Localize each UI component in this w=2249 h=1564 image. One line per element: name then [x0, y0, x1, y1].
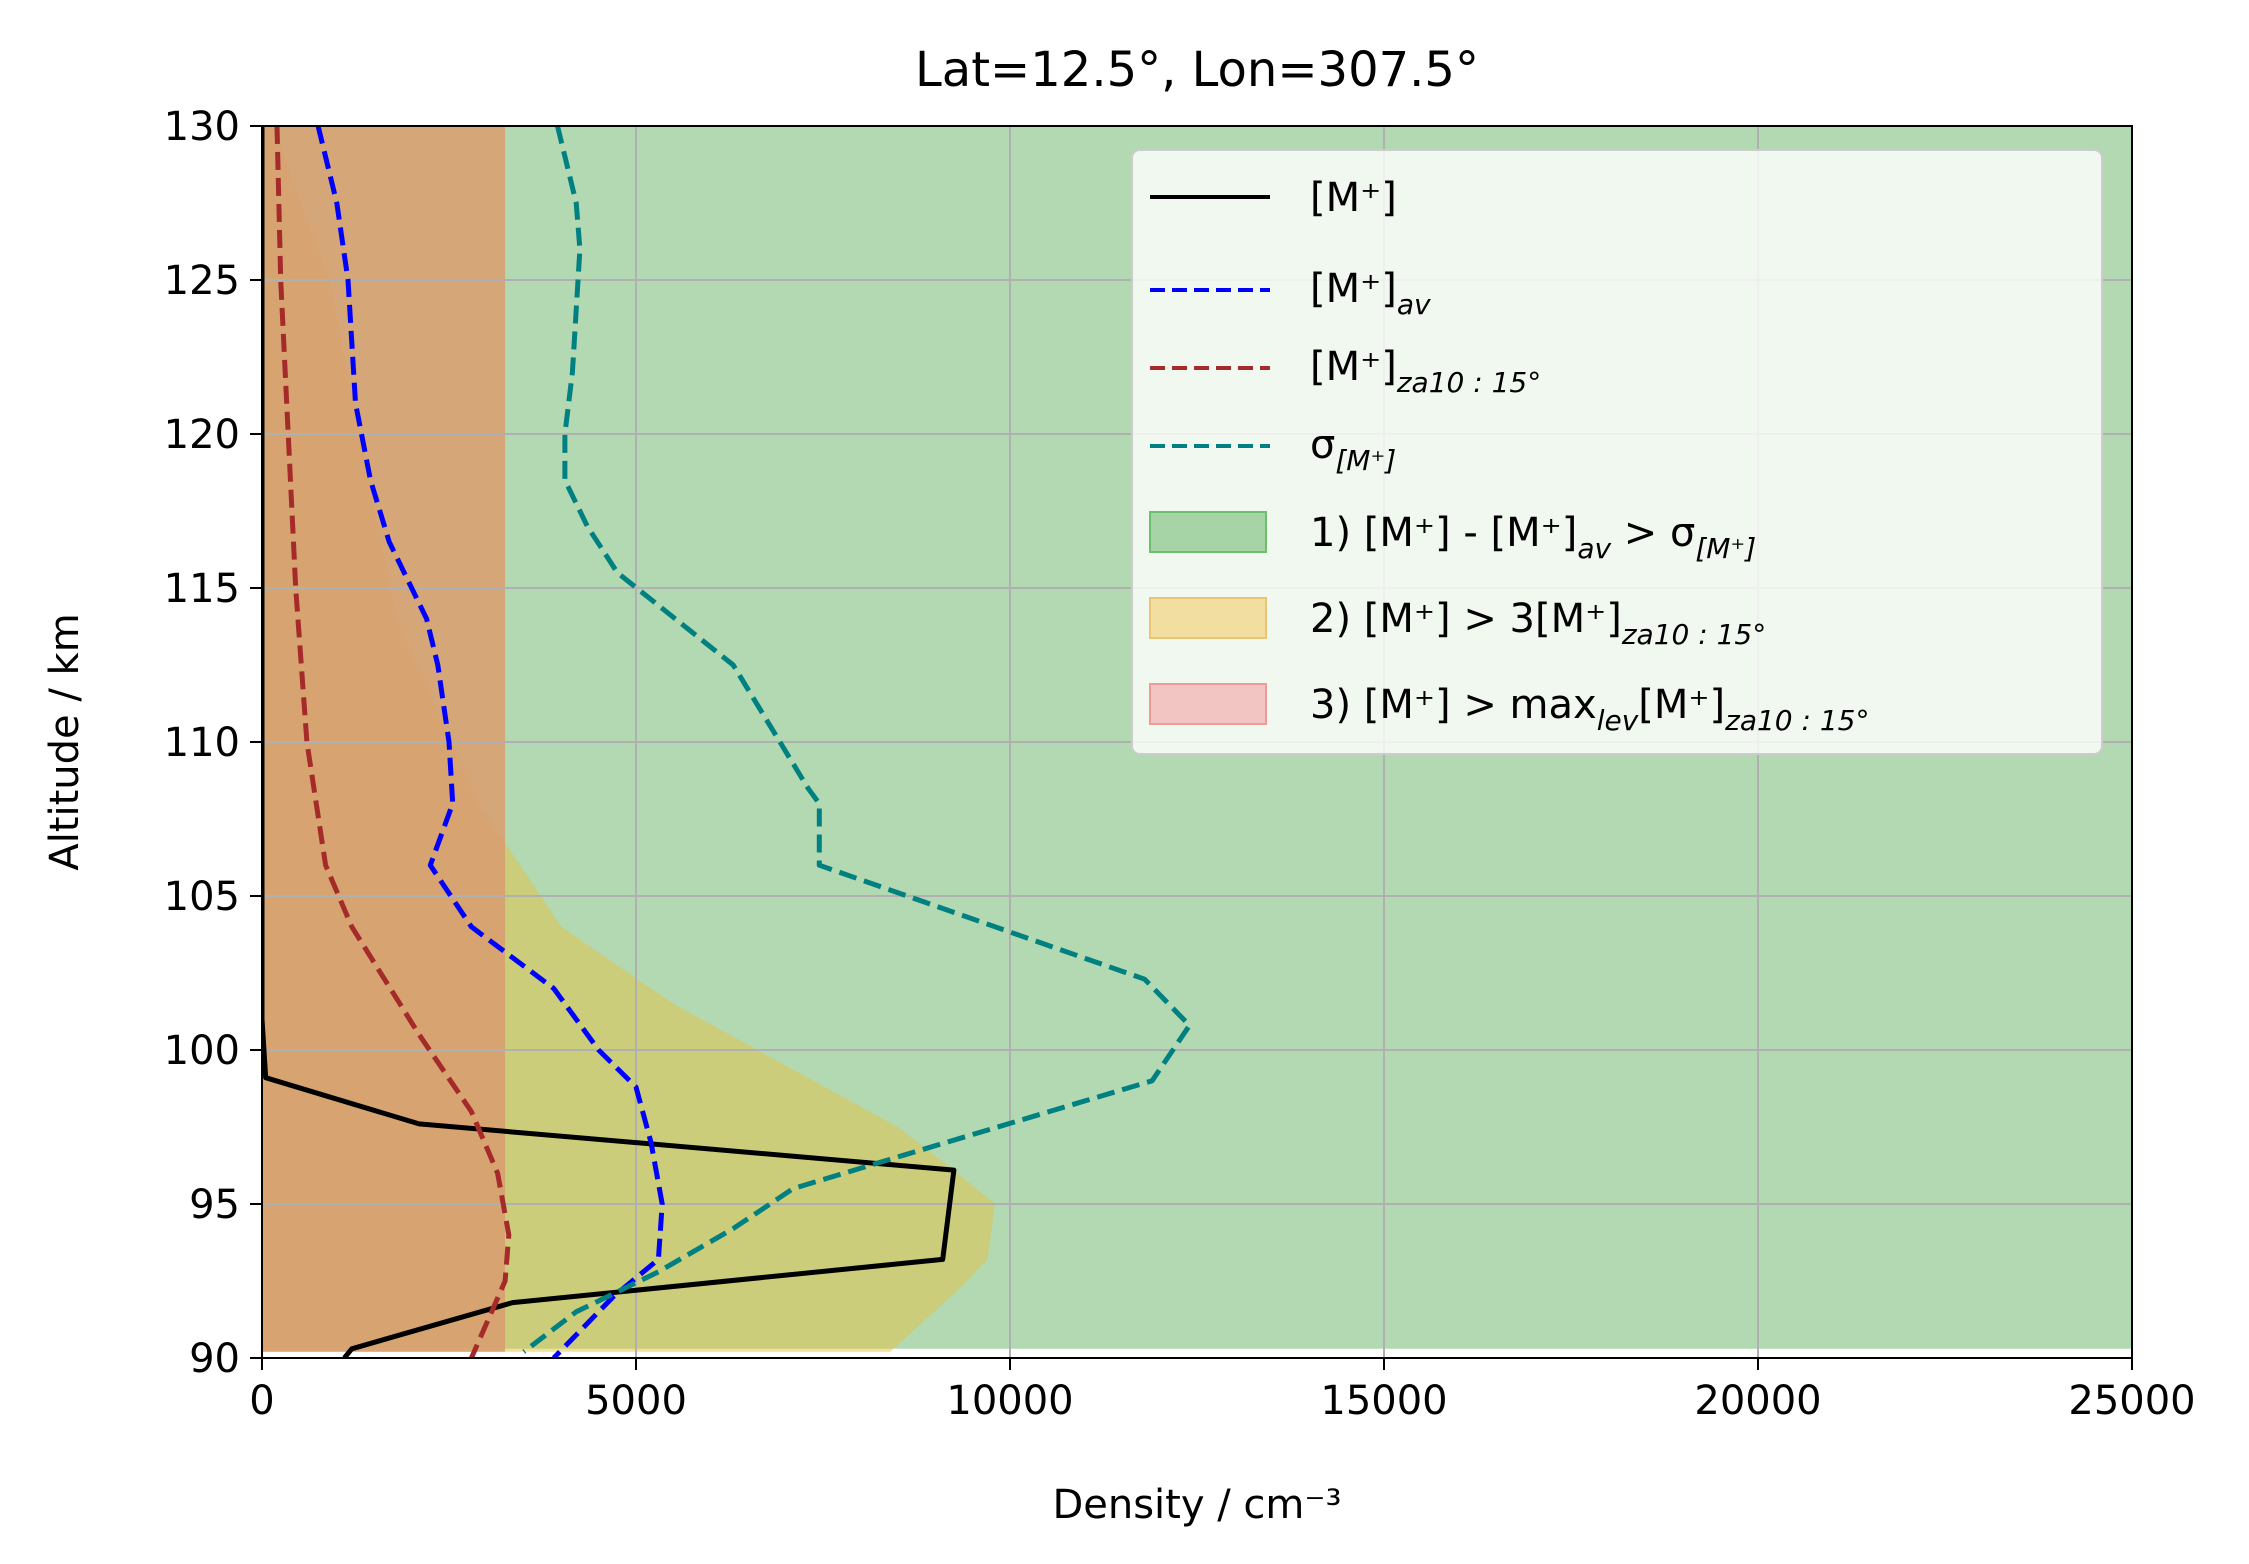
legend-label-region-1: 1) [M⁺] - [M⁺]av > σ[M⁺] [1310, 510, 1756, 565]
x-tick-label: 25000 [2068, 1378, 2195, 1424]
chart-title: Lat=12.5°, Lon=307.5° [915, 42, 1479, 98]
y-tick-label: 105 [164, 874, 240, 920]
y-tick-label: 120 [164, 412, 240, 458]
legend-swatch-region-2 [1149, 597, 1267, 639]
series-line-m_plus_av [315, 126, 665, 1358]
x-tick-label: 20000 [1694, 1378, 1821, 1424]
legend-label-m-plus-av: [M⁺]av [1310, 266, 1431, 321]
y-tick-label: 125 [164, 258, 240, 304]
legend: [M⁺] [M⁺]av [M⁺]za10 : 15° σ[M⁺] 1) [M⁺]… [1131, 149, 2103, 755]
legend-label-m-plus: [M⁺] [1310, 175, 1397, 221]
series-line-m_plus_za [274, 126, 512, 1358]
y-tick-label: 115 [164, 566, 240, 612]
x-axis-ticks: 0 5000 10000 15000 20000 25000 [249, 1358, 2196, 1424]
series-line-m_plus [262, 126, 957, 1358]
y-axis-label: Altitude / km [42, 613, 88, 870]
x-tick-label: 10000 [946, 1378, 1073, 1424]
series-line-sigma [522, 126, 1192, 1354]
x-tick-label: 0 [249, 1378, 274, 1424]
x-tick-label: 5000 [585, 1378, 687, 1424]
x-tick-label: 15000 [1320, 1378, 1447, 1424]
legend-label-region-2: 2) [M⁺] > 3[M⁺]za10 : 15° [1310, 596, 1766, 651]
series-lines [262, 126, 1192, 1358]
y-tick-label: 95 [189, 1182, 240, 1228]
legend-swatch-region-1 [1149, 511, 1267, 553]
shaded-region3 [262, 126, 506, 1352]
y-tick-label: 100 [164, 1028, 240, 1074]
legend-swatch-region-3 [1149, 683, 1267, 725]
legend-label-region-3: 3) [M⁺] > maxlev[M⁺]za10 : 15° [1310, 682, 1869, 737]
y-tick-label: 110 [164, 720, 240, 766]
legend-label-m-plus-za: [M⁺]za10 : 15° [1310, 344, 1541, 399]
y-axis-ticks: 90 95 100 105 110 115 120 125 130 [164, 104, 262, 1382]
y-tick-label: 90 [189, 1336, 240, 1382]
x-axis-label: Density / cm⁻³ [1052, 1482, 1341, 1528]
y-tick-label: 130 [164, 104, 240, 150]
legend-box [1131, 149, 2103, 755]
legend-label-sigma: σ[M⁺] [1310, 422, 1396, 477]
